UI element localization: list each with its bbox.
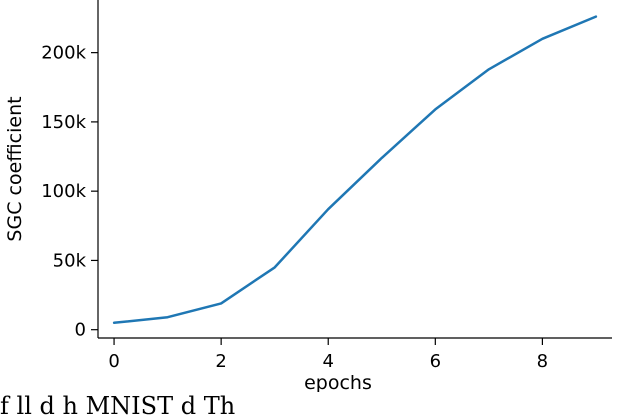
x-tick-label: 4 [323, 351, 334, 372]
y-tick-label: 0 [75, 320, 86, 341]
x-tick-label: 6 [430, 351, 441, 372]
y-tick-label: 200k [41, 43, 86, 64]
x-axis-label: epochs [304, 372, 372, 392]
y-axis-label: SGC coefficient [4, 96, 26, 241]
caption-text: f ll d h MNIST d Th [0, 392, 236, 420]
ticks: 0 2 4 6 8 0 50k 100k 150k 200k [41, 43, 548, 372]
y-tick-label: 150k [41, 112, 86, 133]
x-tick-label: 8 [537, 351, 548, 372]
series-line [112, 15, 598, 325]
x-tick-label: 2 [215, 351, 226, 372]
chart: 0 2 4 6 8 0 50k 100k 150k 200k epochs SGC coeffic… [4, 0, 612, 392]
y-tick-label: 100k [41, 181, 86, 202]
x-tick-label: 0 [108, 351, 119, 372]
y-tick-label: 50k [53, 250, 87, 271]
